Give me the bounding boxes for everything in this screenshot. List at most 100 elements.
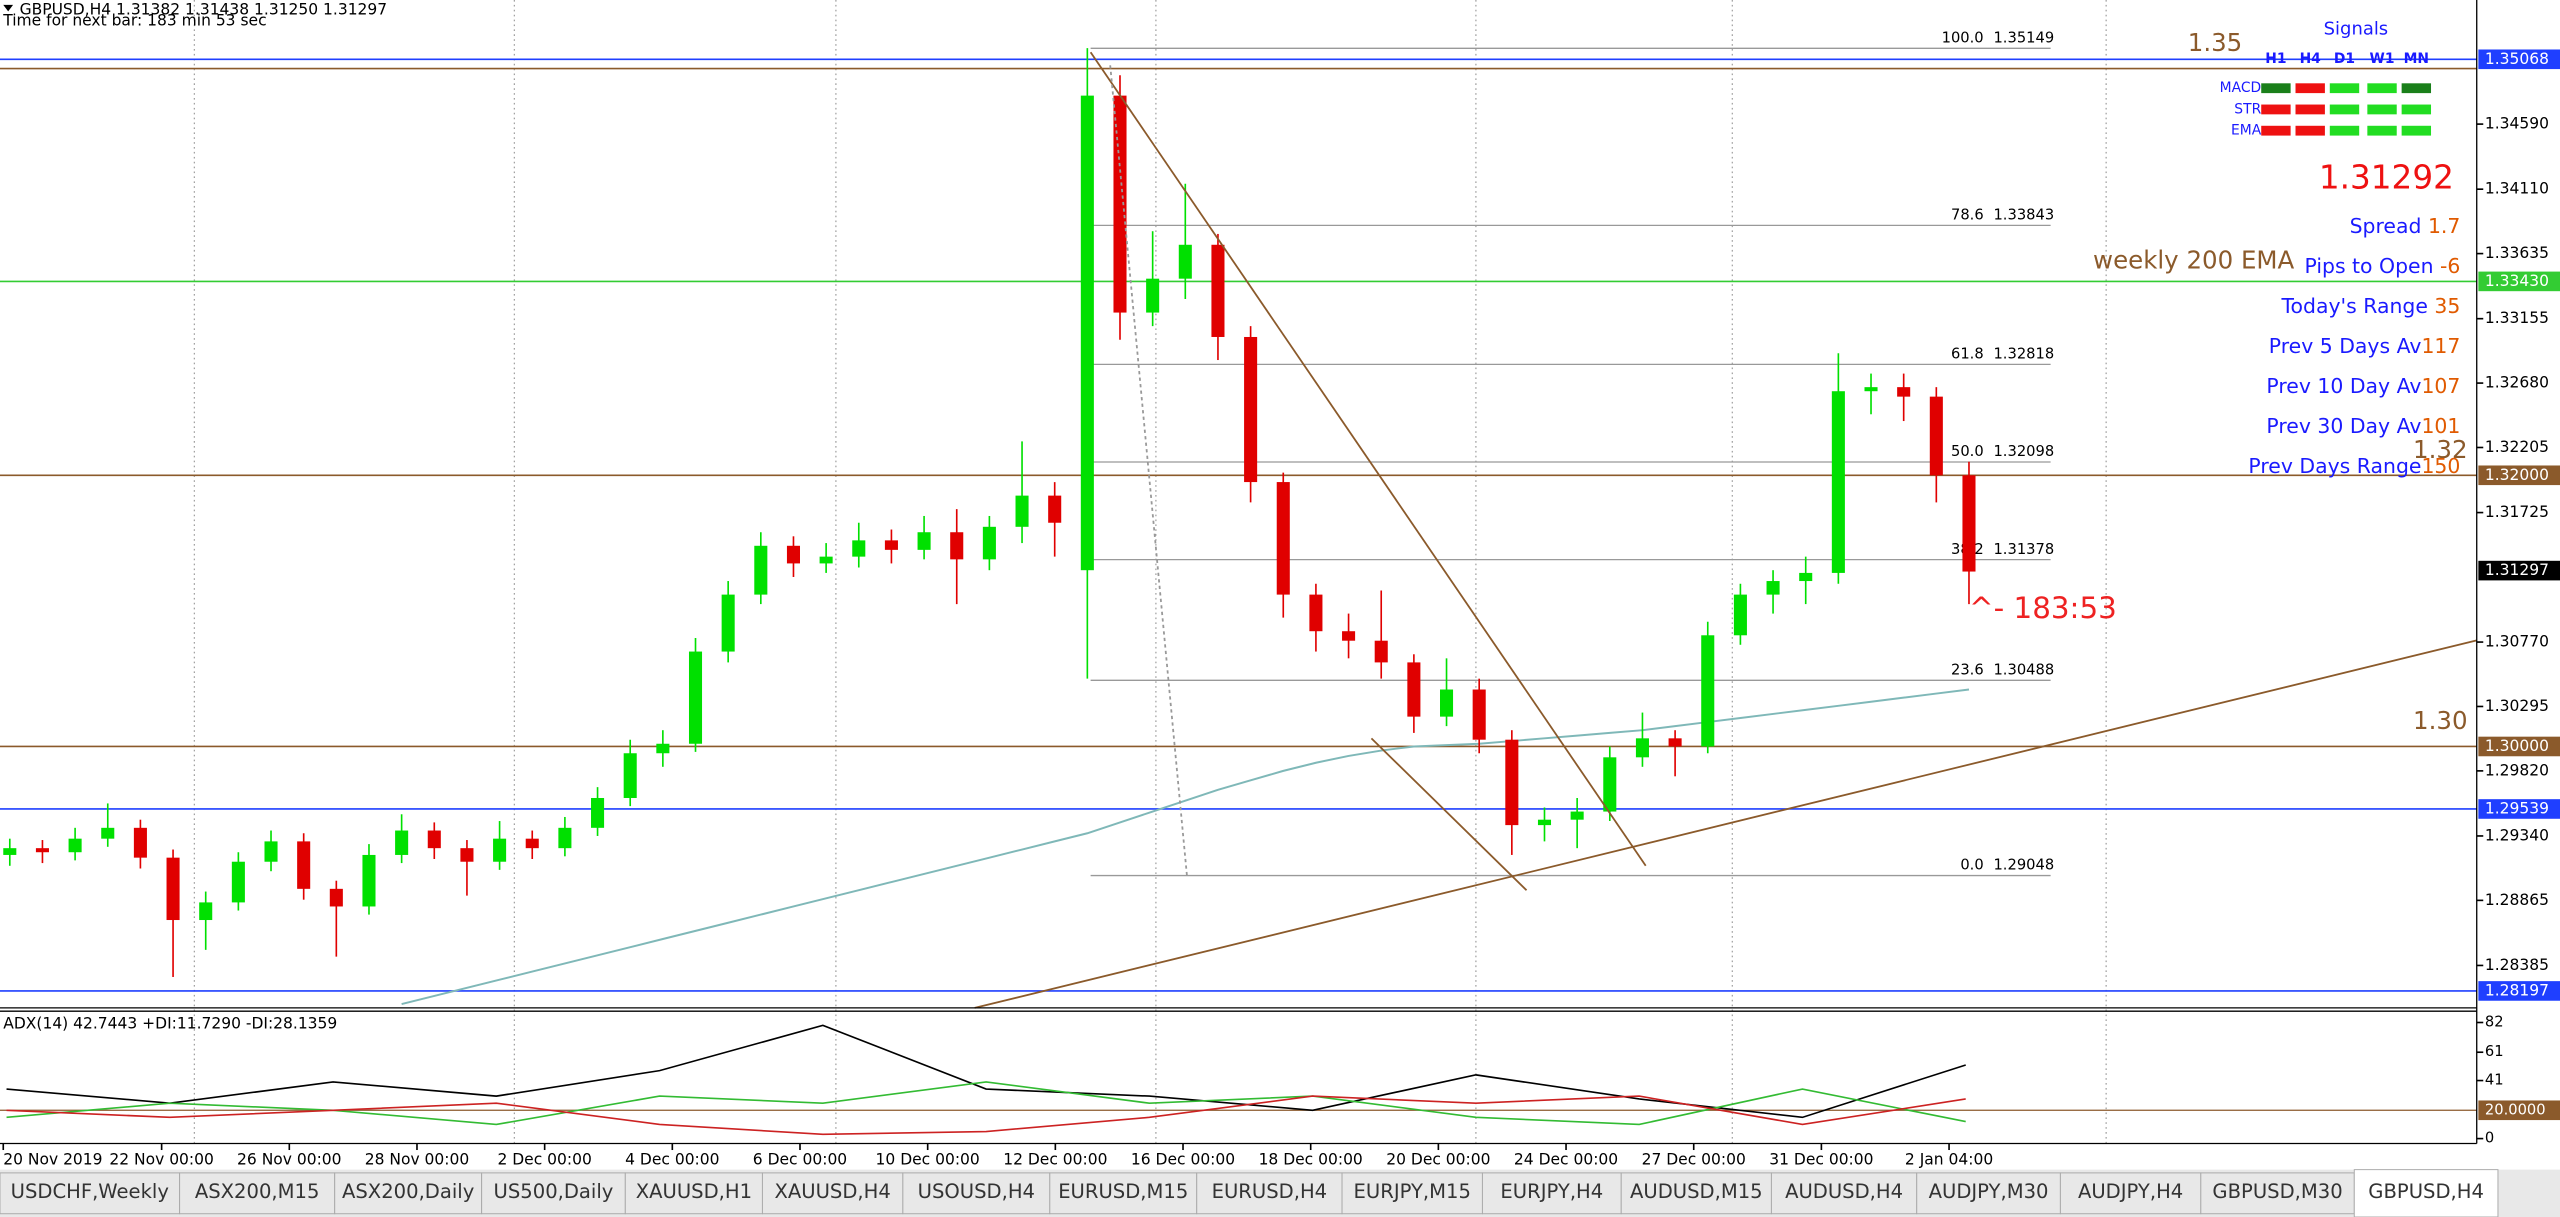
candle-body [1048, 495, 1062, 523]
menu-arrow[interactable] [3, 4, 14, 12]
tab-label[interactable]: EURUSD,H4 [1212, 1180, 1328, 1203]
candle-body [1276, 482, 1290, 595]
signal-cell [2367, 104, 2397, 115]
candle-body [1766, 581, 1780, 595]
tab[interactable] [1916, 1172, 2061, 1215]
fib-price: 1.31378 [1993, 541, 2054, 558]
adx-tick-label: 0 [2485, 1130, 2494, 1147]
level-box [2478, 981, 2560, 1001]
info-value: 107 [2421, 374, 2460, 398]
signal-row: MACD [2220, 80, 2262, 96]
tab[interactable] [2353, 1169, 2499, 1217]
y-tick-label: 1.31725 [2485, 503, 2549, 521]
y-tick-label: 1.33155 [2485, 309, 2549, 327]
candle-body [525, 838, 539, 849]
tab-label[interactable]: US500,Daily [494, 1180, 614, 1203]
tab[interactable] [179, 1172, 336, 1215]
tab-label[interactable]: AUDJPY,M30 [1929, 1180, 2049, 1203]
tab-label[interactable]: EURJPY,M15 [1354, 1180, 1471, 1203]
candle-body [1309, 594, 1323, 632]
signal-row: STR [2234, 101, 2261, 117]
candle-body [558, 827, 572, 849]
candle-body [166, 857, 180, 921]
y-tick-label: 1.29340 [2485, 826, 2549, 844]
tab-label[interactable]: USOUSD,H4 [918, 1180, 1035, 1203]
tab[interactable] [761, 1172, 904, 1215]
tab-label[interactable]: EURUSD,M15 [1058, 1180, 1188, 1203]
tab-label[interactable]: AUDUSD,H4 [1785, 1180, 1903, 1203]
signal-cell [2367, 125, 2397, 136]
tab-label[interactable]: ASX200,M15 [195, 1180, 320, 1203]
tab[interactable] [1049, 1172, 1198, 1215]
tab-label[interactable]: GBPUSD,H4 [2368, 1180, 2484, 1203]
candle-body [1244, 336, 1258, 483]
level-annotation: 1.32 [2413, 435, 2468, 464]
trendlines [974, 51, 2477, 1009]
tab[interactable] [1196, 1172, 1343, 1215]
candle-body [68, 838, 82, 853]
tab-label[interactable]: AUDUSD,M15 [1630, 1180, 1763, 1203]
candle-body [1407, 662, 1421, 717]
signal-cell [2261, 125, 2291, 136]
tab[interactable] [1481, 1172, 1622, 1215]
tab-label[interactable]: USDCHF,Weekly [11, 1180, 169, 1203]
tab-label[interactable]: XAUUSD,H1 [636, 1180, 752, 1203]
signal-column: W1 [2370, 51, 2395, 67]
y-tick-label: 1.30295 [2485, 697, 2549, 715]
info-value: 35 [2434, 294, 2460, 318]
tab-label[interactable]: GBPUSD,M30 [2212, 1180, 2342, 1203]
level-box [2478, 271, 2560, 292]
tab[interactable] [902, 1172, 1051, 1215]
tab[interactable] [1620, 1172, 1772, 1215]
y-tick-label: 1.34590 [2485, 115, 2549, 133]
x-tick-label: 24 Dec 00:00 [1514, 1150, 1618, 1168]
signal-cell [2261, 83, 2291, 94]
level-box [2478, 799, 2560, 819]
signal-cell [2401, 83, 2432, 94]
candle-body [688, 651, 703, 744]
fib-level: 23.6 [1951, 661, 1984, 678]
level-label: 1.30000 [2485, 737, 2549, 755]
tab[interactable] [1770, 1172, 1918, 1215]
signal-cell [2295, 104, 2325, 115]
signal-cell [2329, 83, 2360, 94]
adx-line [6, 1095, 1966, 1136]
candle-body [1374, 640, 1388, 663]
tab[interactable] [2200, 1172, 2355, 1215]
tab[interactable] [334, 1172, 483, 1215]
x-tick-label: 12 Dec 00:00 [1003, 1150, 1107, 1168]
info-value: -6 [2440, 254, 2460, 278]
level-label: 1.32000 [2485, 466, 2549, 484]
adx-level-label: 20.0000 [2485, 1101, 2546, 1118]
tab-label[interactable]: XAUUSD,H4 [774, 1180, 890, 1203]
candle-body [1570, 811, 1584, 820]
fib-level: 50.0 [1951, 443, 1984, 460]
x-tick-label: 2 Dec 00:00 [497, 1150, 591, 1168]
info-label: Spread [2350, 214, 2422, 238]
tab-label[interactable]: EURJPY,H4 [1500, 1180, 1603, 1203]
fib-price: 1.32818 [1993, 346, 2054, 363]
fib-price: 1.32098 [1993, 443, 2054, 460]
fib-price: 1.29048 [1993, 857, 2054, 874]
y-tick-label: 1.34110 [2485, 180, 2549, 198]
info-label: Prev Days Range [2248, 454, 2421, 478]
candle-body [786, 545, 800, 564]
tab-label[interactable]: ASX200,Daily [342, 1180, 474, 1203]
candle-body [1178, 244, 1192, 279]
signal-cell [2329, 125, 2360, 136]
info-row: Today's Range 35 [2281, 294, 2461, 318]
tab[interactable] [1341, 1172, 1483, 1215]
tab[interactable] [2059, 1172, 2202, 1215]
tab-label[interactable]: AUDJPY,H4 [2078, 1180, 2183, 1203]
signal-cell [2261, 104, 2291, 115]
x-tick-label: 20 Dec 00:00 [1386, 1150, 1490, 1168]
tab[interactable] [481, 1172, 626, 1215]
candle-body [884, 540, 898, 550]
current-price: 1.31297 [2485, 561, 2549, 579]
y-tick-label: 1.33635 [2485, 244, 2549, 262]
candle-body [1472, 689, 1486, 740]
x-tick-label: 27 Dec 00:00 [1642, 1150, 1746, 1168]
signal-cell [2295, 125, 2325, 136]
